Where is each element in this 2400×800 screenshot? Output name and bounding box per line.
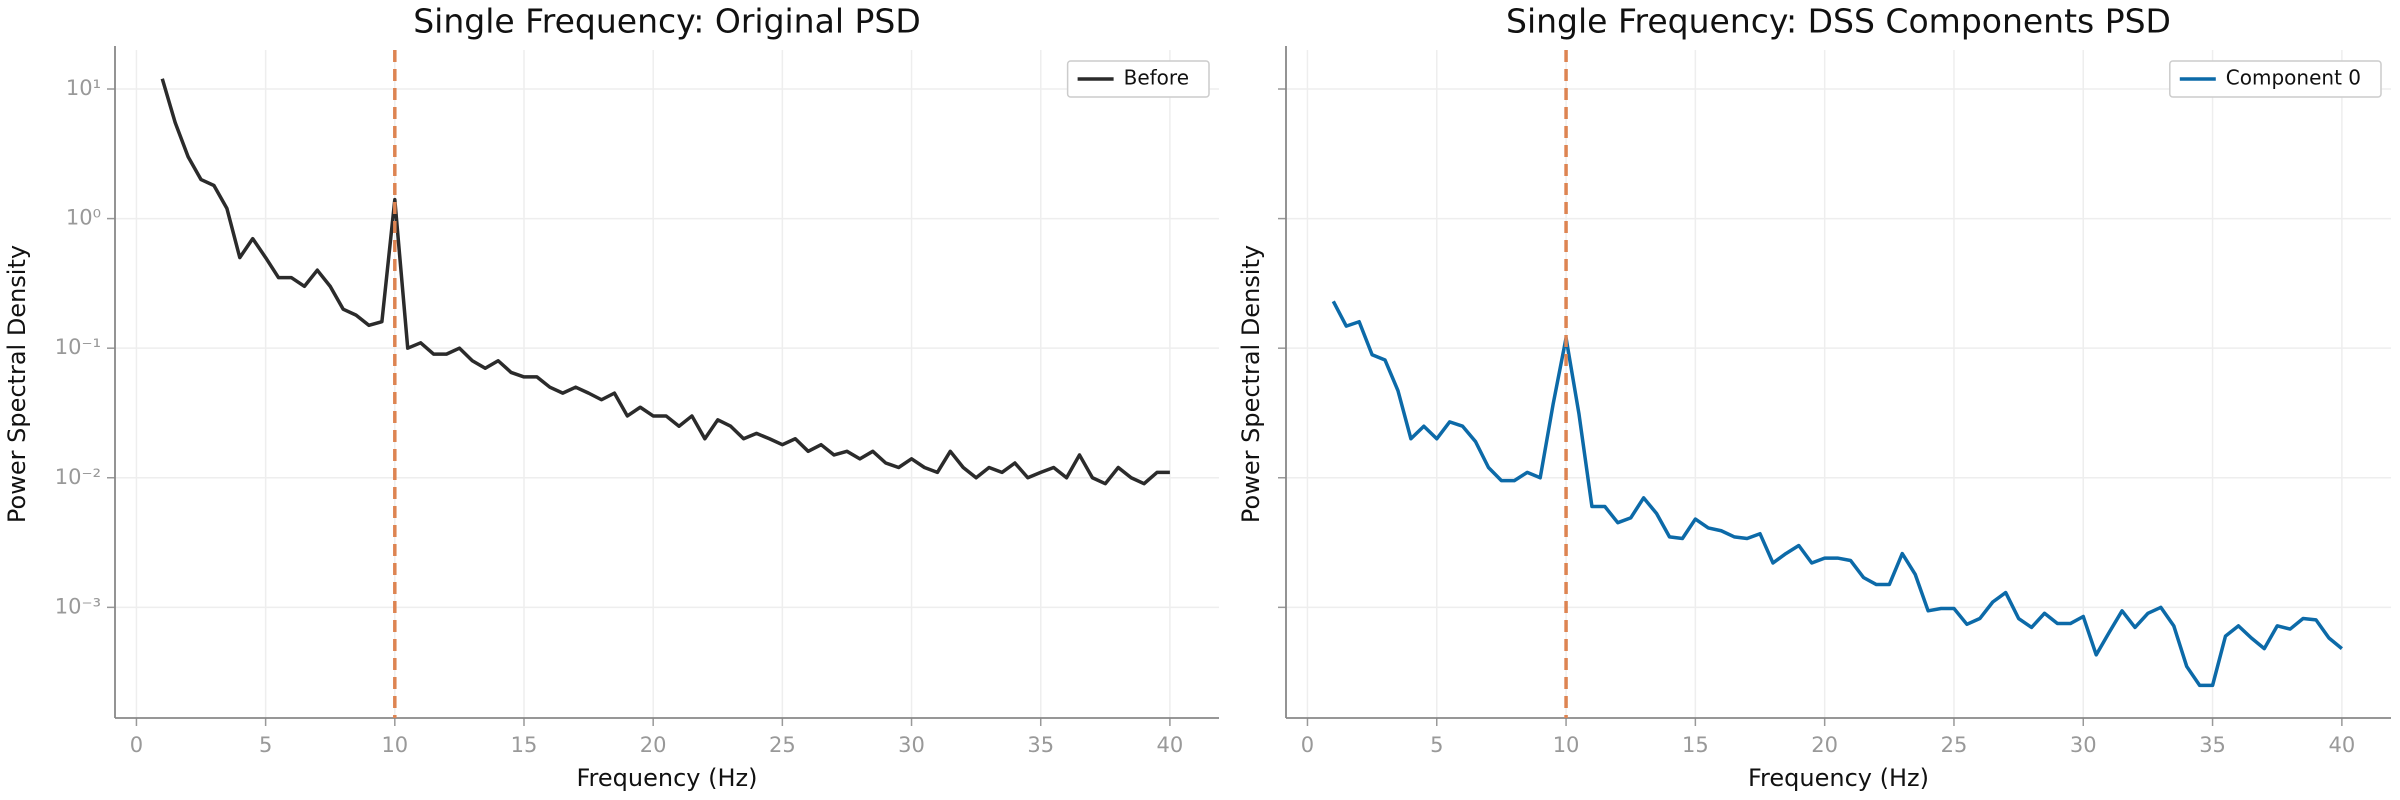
x-tick-label: 20 xyxy=(640,733,667,757)
x-tick-label: 20 xyxy=(1811,733,1838,757)
x-tick-label: 0 xyxy=(1301,733,1314,757)
y-tick-label: 10¹ xyxy=(66,76,101,100)
x-tick-label: 40 xyxy=(1157,733,1184,757)
y-tick-label: 10⁰ xyxy=(66,206,101,230)
x-tick-label: 30 xyxy=(898,733,925,757)
subplot: Single Frequency: Original PSD Frequency … xyxy=(3,2,1219,792)
y-axis-label: Power Spectral Density xyxy=(3,245,31,523)
x-tick-label: 10 xyxy=(381,733,408,757)
data-line xyxy=(160,78,1170,486)
x-axis-label: Frequency (Hz) xyxy=(577,764,758,792)
x-tick-label: 35 xyxy=(2199,733,2226,757)
subplot: Single Frequency: DSS Components PSD Freq… xyxy=(1237,2,2391,792)
x-tick-label: 5 xyxy=(1430,733,1443,757)
x-tick-label: 0 xyxy=(130,733,143,757)
legend: Component 0 xyxy=(2169,60,2382,98)
x-tick-label: 25 xyxy=(769,733,796,757)
data-line xyxy=(1331,300,2343,688)
legend: Before xyxy=(1066,60,1210,98)
chart-title: Single Frequency: Original PSD xyxy=(413,2,921,41)
x-tick-label: 40 xyxy=(2328,733,2355,757)
x-tick-label: 30 xyxy=(2070,733,2097,757)
y-tick-label: 10⁻¹ xyxy=(55,335,101,359)
x-tick-label: 35 xyxy=(1027,733,1054,757)
x-tick-label: 5 xyxy=(259,733,272,757)
x-tick-label: 15 xyxy=(1682,733,1709,757)
x-tick-label: 15 xyxy=(511,733,538,757)
x-axis-label: Frequency (Hz) xyxy=(1748,764,1929,792)
legend-label: Before xyxy=(1124,66,1189,90)
legend-label: Component 0 xyxy=(2226,66,2361,90)
x-tick-label: 25 xyxy=(1941,733,1968,757)
y-axis-label: Power Spectral Density xyxy=(1237,245,1265,523)
x-tick-label: 10 xyxy=(1553,733,1580,757)
y-tick-label: 10⁻² xyxy=(55,465,101,489)
y-tick-label: 10⁻³ xyxy=(55,594,101,618)
legend-box xyxy=(2169,60,2382,98)
chart-title: Single Frequency: DSS Components PSD xyxy=(1506,2,2171,41)
legend-box xyxy=(1066,60,1210,98)
